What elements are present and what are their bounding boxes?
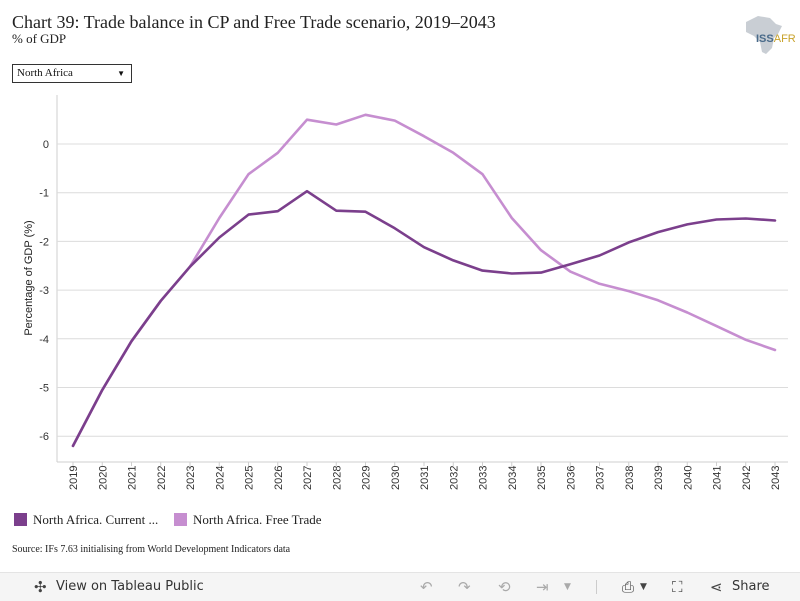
x-tick-label: 2041: [712, 466, 724, 490]
y-tick-label: -1: [39, 188, 49, 200]
chart-subtitle: % of GDP: [12, 31, 67, 46]
legend-item-free-trade[interactable]: North Africa. Free Trade: [174, 512, 322, 528]
x-tick-label: 2027: [302, 466, 314, 490]
dropdown-arrow-icon: ▼: [117, 69, 125, 78]
source-note: Source: IFs 7.63 initialising from World…: [12, 544, 291, 555]
x-tick-label: 2034: [507, 466, 519, 490]
y-tick-label: -2: [39, 236, 49, 248]
download-icon[interactable]: ⎙: [622, 578, 635, 596]
tableau-toolbar: ✣ View on Tableau Public ↶ ↷ ⟲ ⇥ ▼ ⎙ ▼ ⛶…: [0, 572, 800, 601]
legend-label-current: North Africa. Current ...: [33, 512, 159, 527]
x-tick-label: 2038: [624, 466, 636, 490]
fullscreen-icon[interactable]: ⛶: [672, 578, 683, 596]
x-tick-label: 2030: [390, 466, 402, 490]
region-filter-value: North Africa: [17, 67, 73, 79]
refresh-icon[interactable]: ⇥: [536, 578, 549, 596]
x-tick-label: 2021: [127, 466, 139, 490]
x-tick-label: 2037: [595, 466, 607, 490]
x-tick-label: 2036: [565, 466, 577, 490]
x-tick-label: 2019: [68, 466, 80, 490]
y-axis-label: Percentage of GDP (%): [23, 220, 35, 335]
refresh-menu-icon[interactable]: ▼: [564, 582, 571, 592]
y-tick-label: -3: [39, 285, 49, 297]
legend-item-current[interactable]: North Africa. Current ...: [14, 512, 158, 528]
x-tick-label: 2029: [361, 466, 373, 490]
y-tick-label: -5: [39, 383, 49, 395]
tableau-logo-icon: ✣: [34, 578, 47, 596]
x-tick-label: 2024: [214, 466, 226, 490]
x-tick-label: 2040: [682, 466, 694, 490]
undo-icon[interactable]: ↶: [420, 578, 433, 596]
y-tick-label: 0: [43, 139, 49, 151]
africa-map-icon: [746, 16, 782, 54]
x-tick-label: 2025: [244, 466, 256, 490]
x-tick-label: 2028: [331, 466, 343, 490]
share-button[interactable]: Share: [732, 579, 770, 594]
y-tick-label: -4: [39, 334, 49, 346]
redo-icon[interactable]: ↷: [458, 578, 471, 596]
download-menu-icon[interactable]: ▼: [640, 582, 647, 592]
x-tick-label: 2042: [741, 466, 753, 490]
iss-logo: ISSAFR: [756, 33, 796, 45]
y-tick-label: -6: [39, 431, 49, 443]
x-tick-label: 2023: [185, 466, 197, 490]
region-filter-dropdown[interactable]: North Africa ▼: [12, 64, 132, 83]
x-tick-label: 2032: [448, 466, 460, 490]
x-tick-label: 2033: [478, 466, 490, 490]
x-tick-label: 2020: [97, 466, 109, 490]
chart-title: Chart 39: Trade balance in CP and Free T…: [12, 12, 496, 32]
legend-swatch-free-trade: [174, 513, 187, 526]
line-chart: 0 -1 -2 -3 -4 -5 -6 Percentage of GDP (%) 2019 20…: [23, 95, 788, 490]
legend-label-free-trade: North Africa. Free Trade: [193, 512, 322, 527]
revert-icon[interactable]: ⟲: [498, 578, 511, 596]
legend-swatch-current: [14, 513, 27, 526]
x-tick-label: 2043: [770, 466, 782, 490]
toolbar-divider: [596, 580, 597, 594]
series-line-current: [71, 189, 777, 448]
x-tick-label: 2031: [419, 466, 431, 490]
x-tick-label: 2035: [536, 466, 548, 490]
logo-main: ISS: [756, 33, 774, 45]
x-tick-label: 2022: [156, 466, 168, 490]
logo-accent: AFR: [773, 33, 796, 45]
view-on-tableau-link[interactable]: View on Tableau Public: [56, 579, 204, 594]
x-tick-label: 2039: [653, 466, 665, 490]
x-tick-label: 2026: [273, 466, 285, 490]
share-icon[interactable]: ⋖: [710, 578, 723, 596]
